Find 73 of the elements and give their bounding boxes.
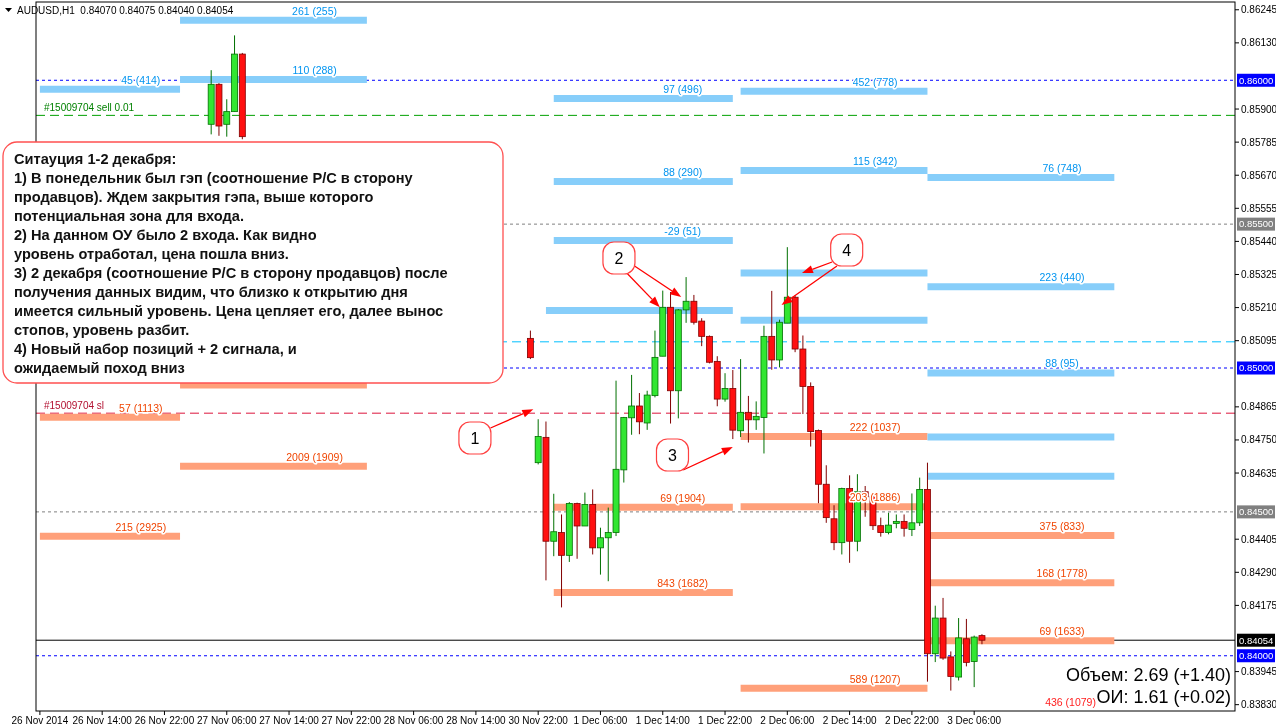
ref-line-label: 0.84500 [1239,506,1274,518]
series-label: 223 (440) [1039,271,1085,284]
x-tick-label: 27 Nov 06:00 [197,715,257,726]
series-label: 452 (778) [852,75,898,88]
x-tick-label: 2 Dec 14:00 [822,715,877,726]
y-tick-label: 0.85440 [1241,235,1276,247]
series-label: -29 (51) [664,225,702,238]
x-tick-label: 2 Dec 22:00 [884,715,940,726]
x-tick-label: 28 Nov 06:00 [383,715,444,726]
x-tick-label: 28 Nov 14:00 [446,715,507,726]
annotation: 436 (1079) [1045,696,1096,708]
series-label: 69 (1633) [1039,625,1085,638]
ref-line-label: 0.86000 [1239,74,1274,86]
x-tick-label: 26 Nov 2014 [11,715,69,726]
series-label: 589 (1207) [849,672,901,685]
annotation: 4 [842,241,852,259]
series-label: 69 (1904) [660,491,706,504]
series-label: 45 (414) [121,73,161,86]
annotation: 2 [614,249,624,267]
x-tick-label: 27 Nov 14:00 [259,715,320,726]
ref-line-label: 0.84054 [1239,634,1274,646]
ref-line-label: 0.84000 [1239,650,1274,662]
series-label: 97 (496) [663,82,703,95]
x-tick-label: 3 Dec 06:00 [947,715,1002,726]
y-tick-label: 0.84635 [1241,467,1276,479]
x-tick-label: 27 Nov 22:00 [321,715,382,726]
y-tick-label: 0.85785 [1241,136,1276,148]
series-label: 203 (1886) [849,491,901,504]
series-label: 88 (95) [1045,357,1079,370]
y-tick-label: 0.84405 [1241,533,1276,545]
x-tick-label: 26 Nov 14:00 [72,715,133,726]
x-tick-label: 1 Dec 22:00 [698,715,753,726]
series-label: 843 (1682) [657,576,709,589]
series-label: 88 (290) [663,166,703,179]
series-label: 76 (748) [1042,162,1082,175]
annotation: Объем: 2.69 (+1.40) [1066,665,1231,685]
y-tick-label: 0.84750 [1241,434,1276,446]
series-label: 261 (255) [292,4,338,17]
y-tick-label: 0.85555 [1241,202,1276,214]
annotation: 3 [668,446,678,464]
chart-title: AUDUSD,H1 0.84070 0.84075 0.84040 0.84054 [17,5,234,16]
series-label: 110 (288) [292,63,337,76]
ref-line-label: #15009704 sell 0.01 [44,102,135,114]
y-tick-label: 0.86130 [1241,37,1276,49]
annotation: 1 [470,429,480,447]
y-tick-label: 0.85325 [1241,268,1276,280]
y-tick-label: 0.85095 [1241,335,1276,347]
y-tick-label: 0.83830 [1241,699,1276,711]
ref-line-label: #15009704 sl [44,400,105,412]
series-label: 57 (1113) [119,401,163,414]
ref-line-label: 0.85500 [1239,218,1274,230]
y-tick-label: 0.83945 [1241,666,1276,678]
x-tick-label: 1 Dec 14:00 [635,715,691,726]
series-label: 115 (342) [853,155,898,168]
y-tick-label: 0.84865 [1241,401,1276,413]
y-tick-label: 0.85670 [1241,169,1276,181]
ref-line-label: 0.85000 [1239,362,1274,374]
text-box: Ситауция 1-2 декабря: 1) В понедельник был гэп (соотношение Р/С в сторону продавцов). Ждем закрытия гэпа, выше которого потенциальная зона для входа. 2) На данном ОУ было 2 входа. Как видно уровень отработал, цена пошла вниз. 3) 2 декабря (соотношение Р/С в сторону продавцов) после получения данных видим, что близко к открытию дня имеется сильный уровень. Цена цепляет его, далее вынос стопов, уровень разбит. 4) Новый набор позиций + 2 сигнала, и ожидаемый поход вниз [2,141,504,384]
x-tick-label: 30 Nov 22:00 [508,715,569,726]
y-tick-label: 0.84175 [1241,599,1276,611]
series-label: 222 (1037) [849,420,901,433]
y-tick-label: 0.85900 [1241,103,1276,115]
x-tick-label: 26 Nov 22:00 [134,715,195,726]
series-label: 375 (833) [1039,519,1085,532]
y-tick-label: 0.85210 [1241,302,1276,314]
annotation: ОИ: 1.61 (+0.02) [1096,687,1231,707]
y-tick-label: 0.84290 [1241,566,1276,578]
series-label: 215 (2925) [115,520,167,533]
y-tick-label: 0.86245 [1241,4,1276,16]
x-tick-label: 2 Dec 06:00 [760,715,815,726]
x-tick-label: 1 Dec 06:00 [573,715,628,726]
series-label: 168 (1778) [1036,567,1088,580]
series-label: 2009 (1909) [286,450,343,463]
